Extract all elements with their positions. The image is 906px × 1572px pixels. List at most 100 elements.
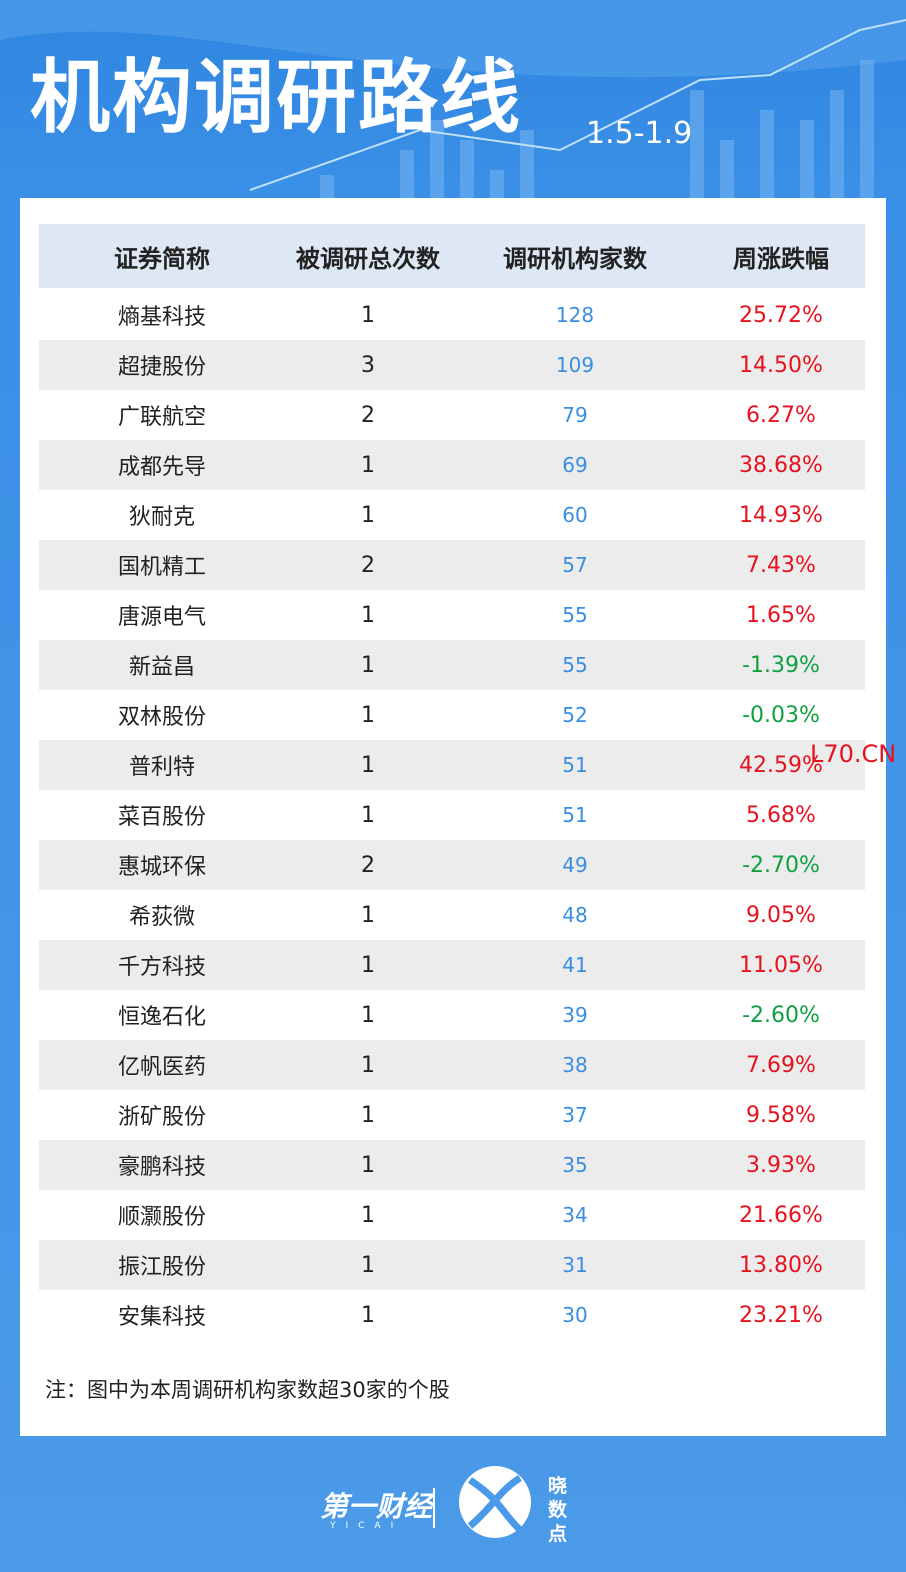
- table-row: 亿帆医药 1 38 7.69%: [39, 1040, 865, 1090]
- table-row: 恒逸石化 1 39 -2.60%: [39, 990, 865, 1040]
- table-row: 唐源电气 1 55 1.65%: [39, 590, 865, 640]
- stock-name: 浙矿股份: [117, 1105, 207, 1130]
- survey-count: 1: [361, 1252, 375, 1278]
- stock-name: 顺灏股份: [117, 1205, 207, 1230]
- header-row: 证券简称 被调研总次数 调研机构家数 周涨跌幅: [39, 224, 865, 288]
- table-row: 成都先导 1 69 38.68%: [39, 440, 865, 490]
- column-header: 证券简称: [114, 244, 210, 273]
- institution-count: 51: [562, 753, 588, 777]
- brand-sub: YICAI: [330, 1521, 404, 1531]
- survey-count: 1: [361, 652, 375, 678]
- table-row: 国机精工 2 57 7.43%: [39, 540, 865, 590]
- column-header: 被调研总次数: [296, 244, 440, 273]
- table-row: 希荻微 1 48 9.05%: [39, 890, 865, 940]
- stock-name: 国机精工: [117, 555, 207, 580]
- institution-count: 57: [562, 553, 588, 577]
- stock-name: 惠城环保: [117, 855, 207, 880]
- brand-logo: 第一财经: [320, 1490, 433, 1523]
- survey-count: 1: [361, 952, 375, 978]
- stock-name: 安集科技: [117, 1305, 207, 1330]
- weekly-change: -1.39%: [742, 652, 820, 678]
- institution-count: 48: [562, 903, 588, 927]
- survey-count: 2: [361, 852, 375, 878]
- survey-count: 1: [361, 1302, 375, 1328]
- institution-count: 109: [555, 353, 595, 377]
- table-row: 熵基科技 1 128 25.72%: [39, 290, 865, 340]
- table-row: 顺灏股份 1 34 21.66%: [39, 1190, 865, 1240]
- stock-name: 唐源电气: [117, 605, 207, 630]
- table-row: 千方科技 1 41 11.05%: [39, 940, 865, 990]
- title: 机构调研路线: [30, 51, 522, 144]
- survey-count: 1: [361, 1002, 375, 1028]
- note: 注：图中为本周调研机构家数超30家的个股: [45, 1378, 450, 1402]
- table-row: 菜百股份 1 51 5.68%: [39, 790, 865, 840]
- table-row: 浙矿股份 1 37 9.58%: [39, 1090, 865, 1140]
- column-header: 调研机构家数: [503, 244, 647, 273]
- institution-count: 38: [562, 1053, 588, 1077]
- stock-name: 千方科技: [117, 955, 207, 980]
- weekly-change: -2.60%: [742, 1002, 820, 1028]
- weekly-change: 23.21%: [739, 1302, 823, 1328]
- survey-count: 1: [361, 702, 375, 728]
- institution-count: 41: [562, 953, 588, 977]
- table-row: 超捷股份 3 109 14.50%: [39, 340, 865, 390]
- weekly-change: 21.66%: [739, 1202, 823, 1228]
- stock-name: 希荻微: [128, 905, 196, 930]
- stock-name: 恒逸石化: [117, 1005, 207, 1030]
- table-row: 普利特 1 51 42.59%: [39, 740, 865, 790]
- stock-name: 新益昌: [128, 655, 196, 680]
- stock-name: 菜百股份: [117, 805, 207, 830]
- header-decoration: [0, 0, 906, 200]
- column-header: 周涨跌幅: [733, 244, 829, 273]
- survey-count: 1: [361, 502, 375, 528]
- survey-count: 1: [361, 802, 375, 828]
- table-row: 安集科技 1 30 23.21%: [39, 1290, 865, 1340]
- footer-decoration: [433, 1466, 531, 1538]
- weekly-change: 6.27%: [746, 402, 816, 428]
- watermark: L70.CN: [810, 740, 897, 768]
- institution-count: 49: [562, 853, 588, 877]
- survey-count: 1: [361, 602, 375, 628]
- weekly-change: -2.70%: [742, 852, 820, 878]
- institution-count: 60: [562, 503, 588, 527]
- survey-count: 3: [361, 352, 375, 378]
- survey-count: 1: [361, 452, 375, 478]
- survey-count: 1: [361, 902, 375, 928]
- weekly-change: 5.68%: [746, 802, 816, 828]
- stock-name: 超捷股份: [117, 355, 207, 380]
- institution-count: 69: [562, 453, 588, 477]
- weekly-change: 1.65%: [746, 602, 816, 628]
- stock-name: 振江股份: [117, 1255, 207, 1280]
- table-row: 广联航空 2 79 6.27%: [39, 390, 865, 440]
- table-row: 双林股份 1 52 -0.03%: [39, 690, 865, 740]
- product-logo: 晓数点: [548, 1475, 568, 1545]
- weekly-change: 7.69%: [746, 1052, 816, 1078]
- date-range: 1.5-1.9: [586, 116, 693, 151]
- table-row: 振江股份 1 31 13.80%: [39, 1240, 865, 1290]
- table-row: 惠城环保 2 49 -2.70%: [39, 840, 865, 890]
- table-row: 狄耐克 1 60 14.93%: [39, 490, 865, 540]
- institution-count: 55: [562, 653, 588, 677]
- stock-name: 狄耐克: [128, 505, 196, 530]
- institution-count: 35: [562, 1153, 588, 1177]
- institution-count: 34: [562, 1203, 588, 1227]
- table-panel: 注：图中为本周调研机构家数超30家的个股 证券简称 被调研总次数 调研机构家数 周涨跌…: [20, 198, 886, 1436]
- survey-count: 1: [361, 1052, 375, 1078]
- stock-name: 双林股份: [117, 705, 207, 730]
- survey-count: 2: [361, 402, 375, 428]
- institution-count: 55: [562, 603, 588, 627]
- stock-name: 豪鹏科技: [117, 1155, 207, 1180]
- institution-count: 52: [562, 703, 588, 727]
- survey-count: 1: [361, 302, 375, 328]
- weekly-change: 11.05%: [739, 952, 823, 978]
- stock-name: 普利特: [128, 755, 196, 780]
- weekly-change: 9.58%: [746, 1102, 816, 1128]
- weekly-change: 14.93%: [739, 502, 823, 528]
- survey-count: 2: [361, 552, 375, 578]
- stock-name: 亿帆医药: [117, 1055, 207, 1080]
- weekly-change: 7.43%: [746, 552, 816, 578]
- survey-count: 1: [361, 1202, 375, 1228]
- weekly-change: 38.68%: [739, 452, 823, 478]
- institution-count: 37: [562, 1103, 588, 1127]
